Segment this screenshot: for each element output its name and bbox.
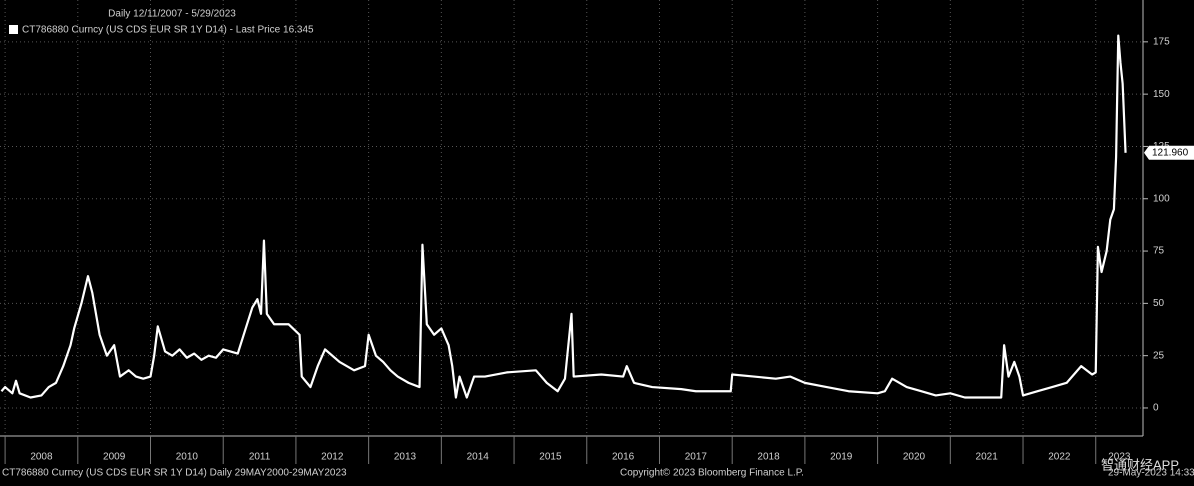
x-tick-label: 2016	[612, 452, 635, 463]
x-tick-label: 2023	[1108, 452, 1131, 463]
y-tick-label: 50	[1153, 298, 1165, 309]
legend-label: CT786880 Curncy (US CDS EUR SR 1Y D14) -…	[22, 25, 314, 36]
legend-swatch	[9, 25, 18, 34]
x-tick-label: 2014	[467, 452, 490, 463]
x-tick-label: 2015	[539, 452, 562, 463]
y-tick-label: 75	[1153, 246, 1165, 257]
y-tick-label: 100	[1153, 193, 1170, 204]
x-tick-label: 2012	[321, 452, 344, 463]
y-tick-label: 150	[1153, 89, 1170, 100]
y-tick-label: 175	[1153, 36, 1170, 47]
x-tick-label: 2017	[685, 452, 708, 463]
y-tick-label: 0	[1153, 403, 1159, 414]
footer-left: CT786880 Curncy (US CDS EUR SR 1Y D14) D…	[2, 468, 347, 479]
x-tick-label: 2021	[976, 452, 999, 463]
y-tick-label: 25	[1153, 350, 1165, 361]
x-tick-label: 2008	[30, 452, 53, 463]
last-value-label: 121.960	[1152, 147, 1189, 158]
footer-center: Copyright© 2023 Bloomberg Finance L.P.	[620, 468, 804, 479]
x-tick-label: 2013	[394, 452, 417, 463]
x-tick-label: 2011	[249, 452, 271, 463]
x-tick-label: 2009	[103, 452, 126, 463]
watermark: 智通财经APP	[1101, 457, 1179, 472]
chart-title: Daily 12/11/2007 - 5/29/2023	[108, 9, 236, 20]
x-tick-label: 2010	[176, 452, 199, 463]
last-value-box	[1144, 145, 1194, 160]
x-tick-label: 2018	[757, 452, 780, 463]
x-tick-label: 2019	[830, 452, 853, 463]
footer-right: 29-May-2023 14:33:53	[1108, 468, 1194, 479]
price-line	[0, 34, 1127, 399]
x-tick-label: 2022	[1048, 452, 1071, 463]
x-tick-label: 2020	[903, 452, 926, 463]
